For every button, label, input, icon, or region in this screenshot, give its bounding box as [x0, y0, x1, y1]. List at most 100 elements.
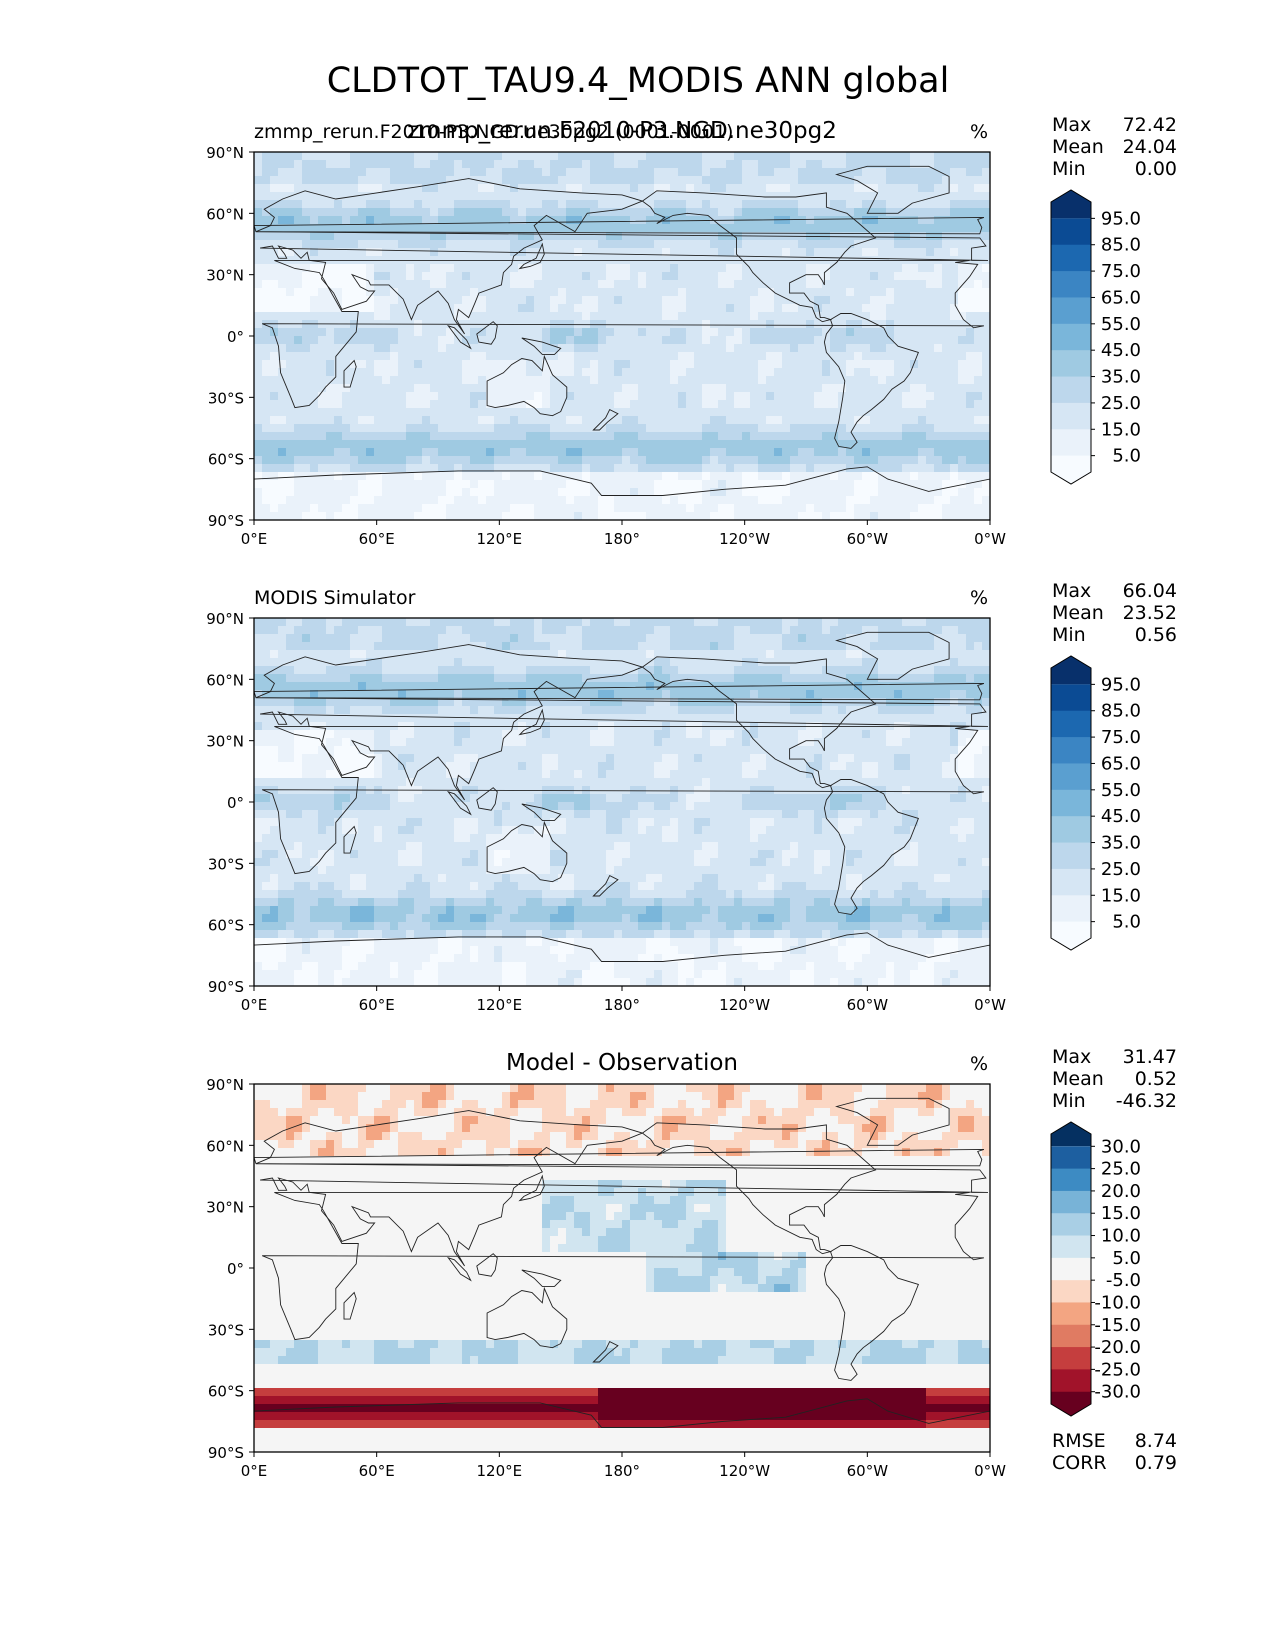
panel-1: zmmp_rerun.F2010-P3.NGD.ne30pg2 (0001-00…: [206, 114, 1177, 548]
colorbar-swatch: [1051, 1280, 1091, 1303]
coastline: [262, 725, 984, 875]
colorbar-swatch: [1051, 737, 1091, 764]
colorbar-tick-label: 10.0: [1101, 1226, 1141, 1247]
colorbar-tick-label: 65.0: [1101, 753, 1141, 774]
colorbar-tick-label: 5.0: [1112, 912, 1141, 933]
lat-tick-label: 60°S: [208, 917, 244, 935]
figure-title: CLDTOT_TAU9.4_MODIS ANN global: [327, 61, 950, 101]
panel-2: MODIS Simulator % 90°N 60°N 30°N 0° 30°S 60°S 90…: [206, 580, 1177, 1014]
colorbar-swatch: [1051, 1391, 1091, 1416]
lon-tick-label: 0°W: [974, 530, 1006, 548]
coastline: [641, 656, 877, 789]
coastline: [254, 932, 990, 986]
colorbar-swatch: [1051, 1122, 1091, 1147]
coastline: [476, 1253, 498, 1277]
colorbar-tick-label: 25.0: [1101, 393, 1141, 414]
colorbar-swatch: [1051, 190, 1091, 219]
stat-label: Max: [1052, 114, 1091, 136]
colorbar-tick-label: 75.0: [1101, 727, 1141, 748]
coastline: [343, 1291, 357, 1320]
colorbar-tick-label: 15.0: [1101, 885, 1141, 906]
colorbar-swatch: [1051, 1168, 1091, 1192]
coastline: [486, 354, 568, 417]
stat-value: 0.56: [1135, 624, 1177, 646]
colorbar-tick-label: 45.0: [1101, 806, 1141, 827]
panel-2-units: %: [970, 587, 988, 609]
colorbar-swatch: [1051, 842, 1091, 870]
colorbar-tick-label: 15.0: [1101, 419, 1141, 440]
coastline: [254, 466, 990, 520]
stat-value: 31.47: [1123, 1046, 1177, 1068]
lat-tick-label: 30°N: [206, 267, 244, 285]
lon-tick-label: 120°E: [477, 996, 523, 1014]
lon-tick-label: 60°E: [359, 996, 395, 1014]
colorbar-tick-label: 75.0: [1101, 261, 1141, 282]
coastline: [592, 874, 619, 897]
colorbar-swatch: [1051, 1190, 1091, 1214]
colorbar-tick-label: -25.0: [1094, 1359, 1141, 1380]
stat-label: Min: [1052, 624, 1086, 646]
coastline: [446, 324, 472, 350]
colorbar-swatch: [1051, 1257, 1091, 1281]
stat-value: 0.00: [1135, 158, 1177, 180]
colorbar-tick-label: 5.0: [1112, 446, 1141, 467]
coastline: [835, 631, 950, 680]
coastline: [262, 1191, 984, 1341]
stat-value: 24.04: [1123, 136, 1177, 158]
colorbar-tick-label: 95.0: [1101, 674, 1141, 695]
lat-tick-label: 90°S: [208, 1444, 244, 1462]
coastline: [823, 1245, 919, 1381]
colorbar-swatch: [1051, 350, 1091, 378]
colorbar-tick-label: 35.0: [1101, 367, 1141, 388]
colorbar-tick-label: 85.0: [1101, 235, 1141, 256]
lat-tick-label: 30°S: [208, 855, 244, 873]
colorbar-tick-label: 25.0: [1101, 1159, 1141, 1180]
colorbar-tick-label: 15.0: [1101, 1203, 1141, 1224]
coastline: [521, 1269, 562, 1287]
colorbar-tick-label: -5.0: [1106, 1270, 1141, 1291]
coastline: [592, 408, 619, 431]
coastline: [486, 1286, 568, 1349]
lat-tick-label: 90°N: [206, 144, 244, 162]
lon-tick-label: 120°W: [719, 530, 770, 548]
lon-tick-label: 60°E: [359, 1462, 395, 1480]
coastline: [254, 1148, 985, 1167]
lat-tick-label: 90°S: [208, 978, 244, 996]
colorbar-swatch: [1051, 868, 1091, 896]
lon-tick-label: 180°: [604, 996, 640, 1014]
lon-tick-label: 120°W: [719, 996, 770, 1014]
colorbar-swatch: [1051, 323, 1091, 351]
lat-tick-label: 30°N: [206, 1199, 244, 1217]
colorbar-swatch: [1051, 1324, 1091, 1348]
lon-tick-label: 60°W: [847, 996, 889, 1014]
lat-tick-label: 0°: [227, 1260, 244, 1278]
stat-label: Mean: [1052, 1068, 1104, 1090]
colorbar-swatch: [1051, 271, 1091, 298]
stat-label: Max: [1052, 580, 1091, 602]
colorbar-swatch: [1051, 429, 1091, 457]
colorbar-tick-label: 30.0: [1101, 1136, 1141, 1157]
colorbar-swatch: [1051, 763, 1091, 791]
colorbar-swatch: [1051, 1302, 1091, 1326]
coastline: [343, 825, 357, 854]
colorbar-tick-label: 55.0: [1101, 780, 1141, 801]
coastline: [254, 216, 985, 235]
panel-2-title-left: MODIS Simulator: [254, 587, 416, 609]
lon-tick-label: 120°W: [719, 1462, 770, 1480]
stat-value: 23.52: [1123, 602, 1177, 624]
coastline: [255, 178, 989, 335]
coastline: [476, 321, 498, 345]
colorbar-outline: [1050, 655, 1092, 951]
colorbar-swatch: [1051, 376, 1091, 404]
coastline: [255, 1110, 989, 1267]
colorbar-tick-label: 85.0: [1101, 701, 1141, 722]
colorbar-swatch: [1051, 789, 1091, 817]
colorbar-swatch: [1051, 656, 1091, 685]
coastline: [835, 165, 950, 214]
colorbar-swatch: [1051, 684, 1091, 712]
panel-3-map-field: [254, 1084, 990, 1452]
stat-value: 0.52: [1135, 1068, 1177, 1090]
lat-tick-label: 90°N: [206, 1076, 244, 1094]
colorbar-swatch: [1051, 455, 1091, 484]
lat-tick-label: 0°: [227, 794, 244, 812]
